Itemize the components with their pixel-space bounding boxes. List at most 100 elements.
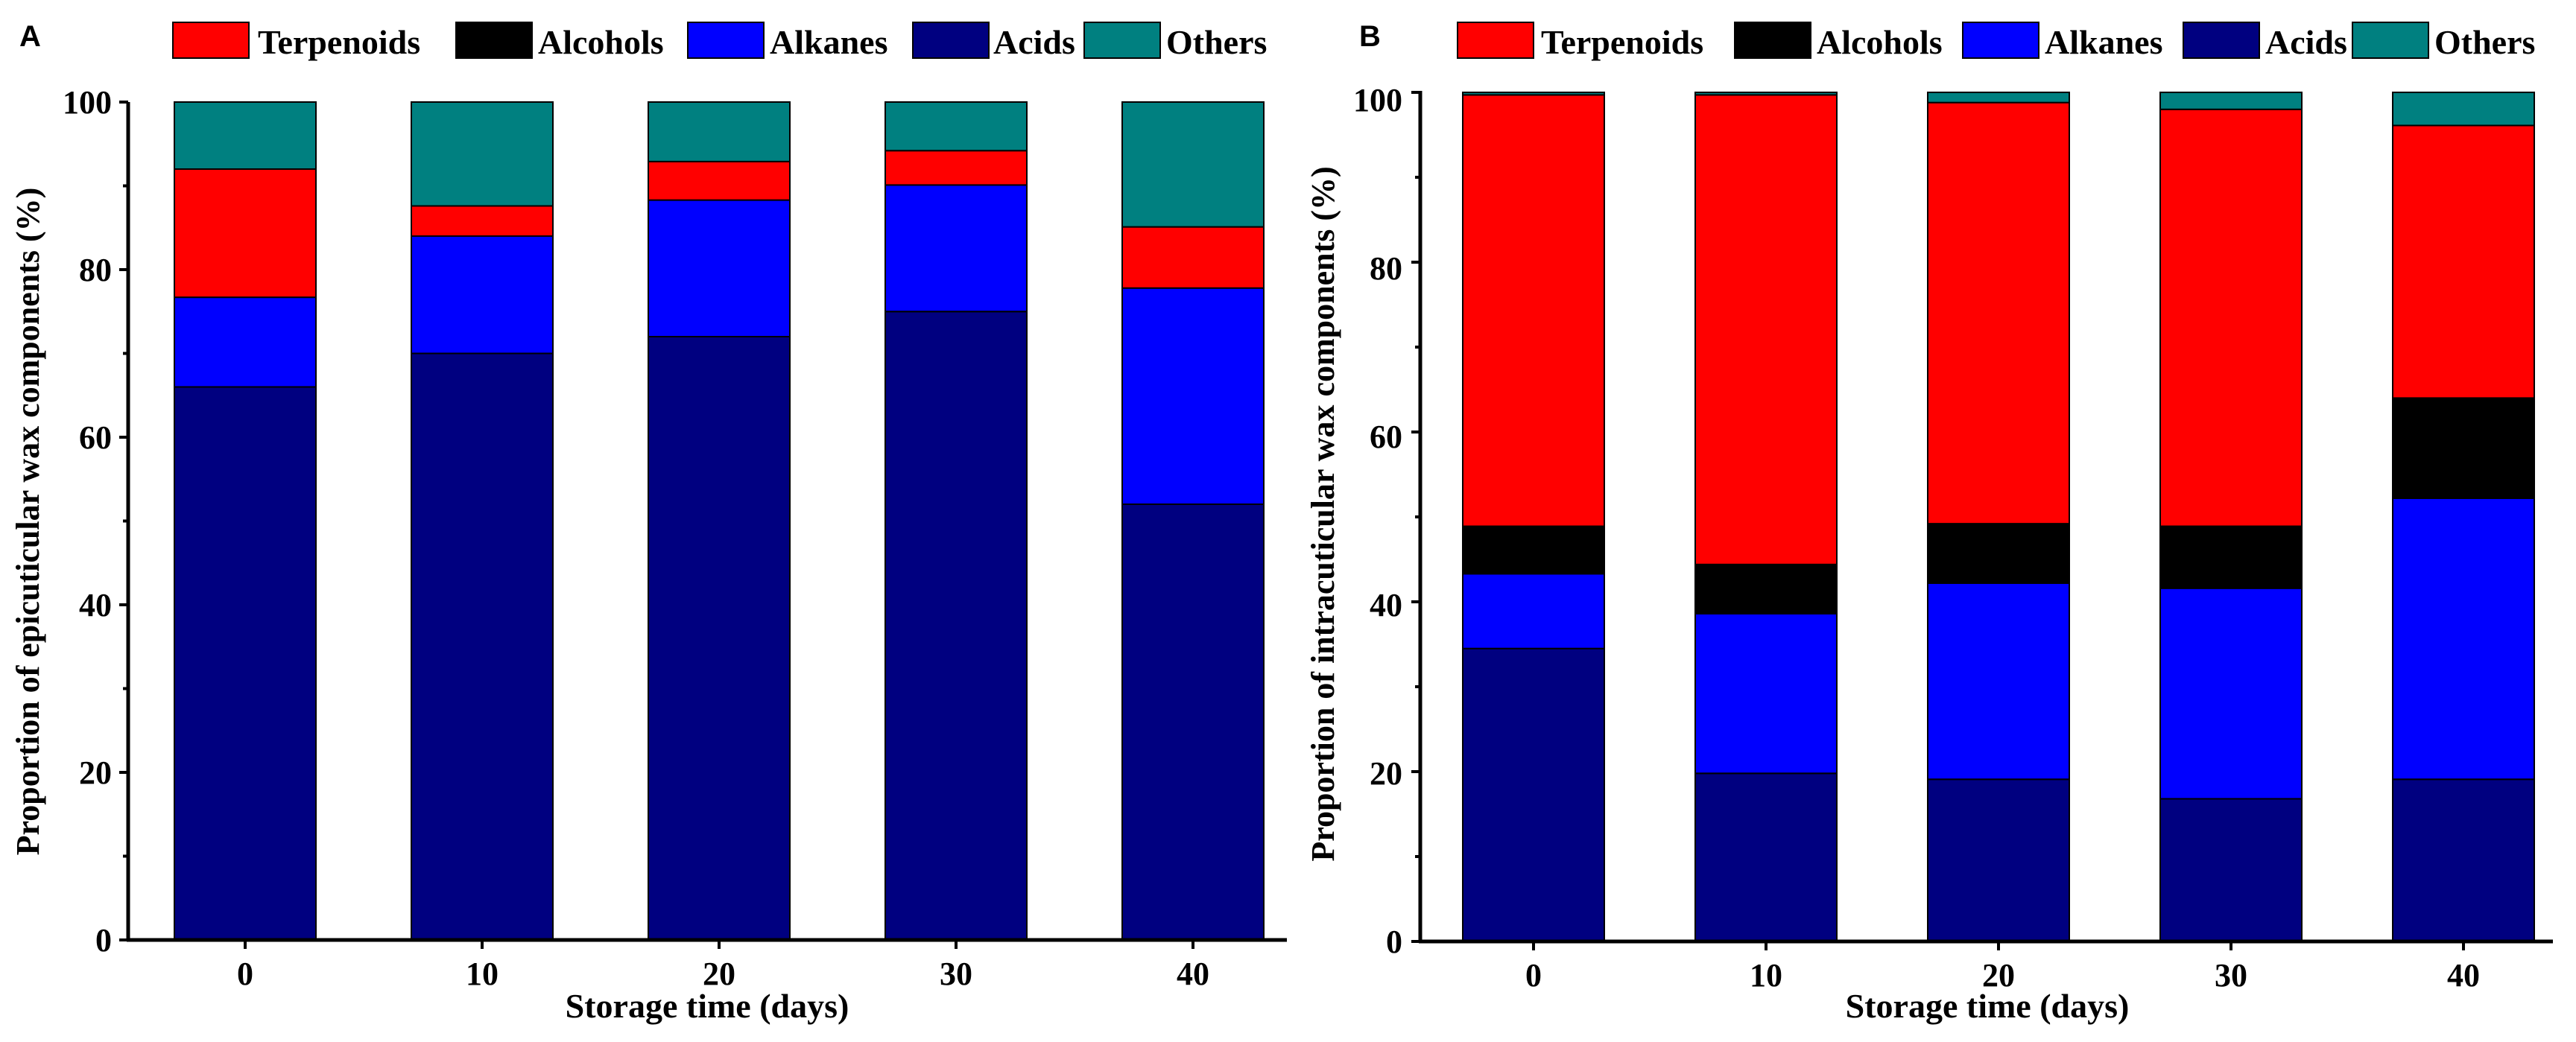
- legend-swatch-terpenoids: [1457, 22, 1534, 59]
- panel-b-y-tick-label: 0: [1386, 924, 1402, 960]
- bar-segment-alkanes-day-0: [174, 296, 317, 388]
- bar-segment-acids-day-20: [648, 336, 791, 941]
- panel-a-y-tick-label: 80: [79, 252, 112, 288]
- bar-segment-alkanes-day-20: [648, 199, 791, 337]
- legend-swatch-alcohols: [455, 22, 533, 59]
- legend-item-alkanes: Alkanes: [1962, 22, 2162, 61]
- bar-segment-acids-day-10: [1694, 772, 1838, 943]
- bar-segment-others-day-0: [174, 101, 317, 170]
- legend-label-alcohols: Alcohols: [538, 23, 664, 61]
- bar-segment-alkanes-day-0: [1462, 573, 1605, 649]
- bar-segment-terpenoids-day-20: [648, 160, 791, 201]
- bar-segment-terpenoids-day-30: [884, 150, 1028, 186]
- legend-item-acids: Acids: [912, 22, 1075, 61]
- legend-item-others: Others: [2352, 22, 2535, 61]
- bar-segment-terpenoids-day-10: [1694, 94, 1838, 565]
- panel-a-y-tick-label: 60: [79, 419, 112, 456]
- panel-b-label: B: [1359, 20, 1381, 53]
- legend-swatch-alkanes: [1962, 22, 2039, 59]
- legend-swatch-acids: [912, 22, 990, 59]
- bar-segment-acids-day-0: [1462, 647, 1605, 942]
- bar-segment-alcohols-day-30: [2159, 525, 2303, 589]
- bar-segment-terpenoids-day-20: [1927, 101, 2070, 525]
- legend-label-alkanes: Alkanes: [770, 23, 887, 61]
- legend-swatch-terpenoids: [172, 22, 250, 59]
- bar-segment-others-day-20: [1927, 92, 2070, 104]
- legend-label-terpenoids: Terpenoids: [1541, 23, 1703, 61]
- panel-a: A Terpenoids Alcohols Alkanes Acids Othe…: [10, 20, 1287, 1025]
- panel-b-y-axis-title: Proportion of intracuticular wax compone…: [1305, 166, 1341, 861]
- bar-segment-alkanes-day-40: [2392, 497, 2535, 781]
- legend-label-acids: Acids: [993, 23, 1075, 61]
- bar-segment-alkanes-day-10: [411, 235, 554, 355]
- panel-b-y-tick-label: 40: [1370, 587, 1402, 623]
- panel-a-x-axis-title: Storage time (days): [566, 987, 849, 1025]
- legend-label-terpenoids: Terpenoids: [258, 23, 420, 61]
- bar-segment-alcohols-day-0: [1462, 525, 1605, 575]
- bar-segment-alcohols-day-40: [2392, 397, 2535, 499]
- legend-item-terpenoids: Terpenoids: [1457, 22, 1703, 61]
- panel-a-axes: 0 20 40 60 80 100 0 10 20 30 40 Storage …: [10, 84, 1287, 1025]
- bar-segment-terpenoids-day-10: [411, 205, 554, 237]
- panel-b-y-tick-label: 80: [1370, 250, 1402, 287]
- bar-segment-others-day-30: [2159, 92, 2303, 110]
- bar-segment-others-day-40: [1121, 101, 1265, 228]
- panel-b: B Terpenoids Alcohols Alkanes Acids Othe…: [1305, 20, 2553, 1025]
- bar-segment-terpenoids-day-40: [2392, 124, 2535, 399]
- bar-segment-others-day-10: [1694, 92, 1838, 96]
- panel-b-y-tick-label: 60: [1370, 419, 1402, 455]
- bar-segment-others-day-10: [411, 101, 554, 207]
- legend-item-terpenoids: Terpenoids: [172, 22, 420, 61]
- bar-segment-alcohols-day-20: [1927, 523, 2070, 584]
- bar-segment-acids-day-30: [884, 311, 1028, 941]
- legend-item-acids: Acids: [2183, 22, 2347, 61]
- panel-a-legend: Terpenoids Alcohols Alkanes Acids Others: [172, 22, 1267, 61]
- panel-b-x-tick-label: 10: [1750, 957, 1782, 994]
- panel-a-x-tick-label: 20: [703, 956, 735, 992]
- panel-a-bars: [174, 101, 1265, 941]
- legend-label-others: Others: [2434, 23, 2535, 61]
- legend-item-alcohols: Alcohols: [455, 22, 664, 61]
- bar-segment-others-day-40: [2392, 92, 2535, 127]
- panel-b-x-axis-title: Storage time (days): [1846, 987, 2130, 1025]
- panel-a-y-tick-label: 20: [79, 755, 112, 791]
- bar-segment-acids-day-20: [1927, 778, 2070, 943]
- bar-segment-others-day-30: [884, 101, 1028, 152]
- bar-segment-acids-day-40: [1121, 503, 1265, 941]
- legend-swatch-others: [2352, 22, 2429, 59]
- bar-segment-terpenoids-day-0: [174, 168, 317, 299]
- bar-segment-alkanes-day-30: [2159, 587, 2303, 800]
- legend-item-alcohols: Alcohols: [1734, 22, 1943, 61]
- panel-a-y-tick-label: 0: [95, 922, 112, 959]
- bar-segment-alkanes-day-20: [1927, 582, 2070, 781]
- legend-label-acids: Acids: [2265, 23, 2347, 61]
- panel-a-y-tick-label: 40: [79, 587, 112, 623]
- bar-segment-terpenoids-day-30: [2159, 108, 2303, 527]
- legend-swatch-alcohols: [1734, 22, 1811, 59]
- legend-item-alkanes: Alkanes: [687, 22, 887, 61]
- bar-segment-acids-day-30: [2159, 798, 2303, 942]
- legend-swatch-acids: [2183, 22, 2260, 59]
- panel-a-x-tick-label: 10: [466, 956, 499, 992]
- bar-segment-alkanes-day-30: [884, 184, 1028, 313]
- panel-a-y-axis-title: Proportion of epicuticular wax component…: [10, 188, 46, 856]
- panel-b-y-tick-label: 20: [1370, 755, 1402, 792]
- bar-segment-terpenoids-day-40: [1121, 226, 1265, 289]
- bar-segment-terpenoids-day-0: [1462, 94, 1605, 527]
- bar-segment-acids-day-40: [2392, 778, 2535, 943]
- panel-b-y-tick-label: 100: [1353, 82, 1402, 118]
- bar-segment-others-day-20: [648, 101, 791, 162]
- bar-segment-alcohols-day-10: [1694, 563, 1838, 614]
- panel-a-x-tick-label: 40: [1177, 956, 1209, 992]
- panel-b-x-tick-label: 20: [1982, 957, 2015, 994]
- legend-item-others: Others: [1083, 22, 1267, 61]
- panel-b-x-tick-label: 30: [2215, 957, 2247, 994]
- panel-a-x-tick-label: 30: [940, 956, 972, 992]
- bar-segment-acids-day-10: [411, 352, 554, 941]
- legend-label-alcohols: Alcohols: [1817, 23, 1943, 61]
- legend-swatch-alkanes: [687, 22, 765, 59]
- legend-swatch-others: [1083, 22, 1161, 59]
- bar-segment-acids-day-0: [174, 386, 317, 941]
- bar-segment-alkanes-day-40: [1121, 287, 1265, 505]
